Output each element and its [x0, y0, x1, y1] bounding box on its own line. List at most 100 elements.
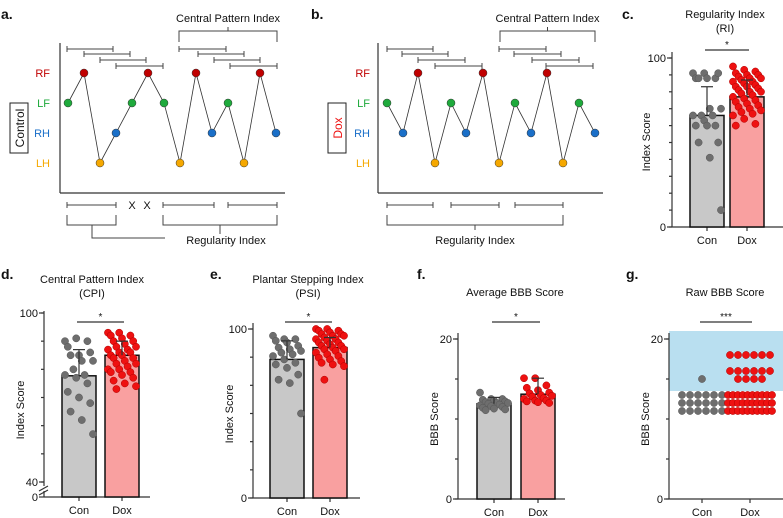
data-point-con: [285, 379, 294, 387]
footfall-lh: [175, 158, 185, 168]
data-point-con: [63, 342, 72, 351]
data-point-con: [708, 111, 717, 120]
bar-con: [476, 403, 512, 500]
data-point-con: [703, 121, 711, 130]
data-point-con: [694, 391, 702, 399]
data-point-dox: [320, 375, 329, 384]
ri-bracket: [386, 215, 564, 226]
step-sequence-line: [386, 72, 596, 164]
data-point-dox: [340, 331, 348, 340]
data-point-con: [689, 111, 697, 120]
panel-letter: a.: [1, 6, 13, 22]
data-point-dox: [734, 367, 742, 375]
data-point-dox: [545, 399, 554, 407]
data-point-con: [72, 373, 81, 382]
data-point-con: [297, 347, 305, 355]
y-axis-label: Index Score: [15, 381, 27, 440]
y-tick-label: 100: [648, 53, 666, 65]
data-point-con: [714, 138, 723, 147]
chart-title: Average BBB Score: [466, 287, 564, 299]
data-point-con: [698, 375, 706, 383]
footfall-lf: [159, 98, 169, 108]
footfall-lh: [239, 158, 249, 168]
data-point-con: [77, 416, 86, 424]
data-point-dox: [757, 74, 765, 83]
data-point-dox: [766, 351, 774, 359]
data-point-con: [702, 399, 710, 407]
data-point-con: [61, 371, 69, 379]
footfall-rf: [255, 68, 265, 78]
data-point-dox: [542, 381, 551, 390]
data-point-dox: [120, 379, 129, 388]
data-point-con: [271, 336, 280, 345]
significance-marker: *: [307, 312, 311, 323]
x-tick-label: Dox: [112, 505, 132, 517]
data-point-con: [288, 350, 297, 359]
y-tick-label: 0: [446, 494, 452, 506]
data-point-con: [694, 399, 702, 407]
data-point-dox: [758, 367, 766, 375]
y-tick-label: 20: [651, 334, 663, 346]
significance-marker: *: [99, 312, 103, 323]
cpi-bracket: [499, 27, 596, 42]
y-axis-label: Index Score: [641, 113, 653, 172]
x-tick-label: Con: [69, 505, 89, 517]
data-point-con: [280, 355, 289, 364]
footfall-rf: [542, 68, 552, 78]
data-point-dox: [106, 368, 115, 376]
data-point-con: [269, 352, 277, 360]
data-point-con: [277, 348, 286, 357]
y-axis-label: BBB Score: [429, 392, 441, 446]
data-point-con: [705, 104, 714, 113]
data-point-dox: [112, 385, 121, 393]
data-point-con: [476, 388, 484, 397]
cpi-label: Central Pattern Index: [176, 13, 280, 25]
data-point-dox: [750, 351, 758, 359]
data-point-dox: [768, 391, 776, 399]
limb-label-rf: RF: [35, 68, 50, 80]
data-point-con: [271, 360, 280, 369]
data-point-dox: [118, 371, 126, 379]
irregular-step-marker: X: [128, 200, 136, 212]
x-tick-label: Con: [692, 507, 712, 518]
data-point-con: [705, 153, 714, 162]
y-tick-label: 100: [20, 308, 38, 320]
data-point-dox: [750, 367, 758, 375]
data-point-con: [89, 430, 97, 438]
data-point-dox: [768, 407, 776, 415]
x-tick-label: Dox: [320, 506, 340, 518]
footfall-lh: [430, 158, 440, 168]
x-tick-label: Dox: [737, 235, 757, 247]
significance-marker: *: [514, 312, 518, 323]
footfall-rh: [526, 128, 536, 138]
data-point-con: [694, 407, 702, 415]
y-tick-label: 0: [657, 494, 663, 506]
limb-label-lh: LH: [356, 158, 370, 170]
data-point-dox: [751, 120, 760, 128]
panel-letter: c.: [622, 6, 634, 22]
chart-subtitle: (CPI): [79, 288, 105, 300]
data-point-dox: [328, 360, 337, 369]
data-point-dox: [340, 362, 348, 371]
data-point-dox: [340, 345, 348, 354]
significance-marker: *: [725, 40, 729, 51]
footfall-rf: [79, 68, 89, 78]
footfall-lh: [494, 158, 504, 168]
y-tick-label: 20: [440, 334, 452, 346]
ri-bracket: [66, 215, 117, 226]
data-point-con: [72, 334, 81, 343]
panel-letter: g.: [626, 266, 638, 282]
data-point-con: [686, 399, 694, 407]
ri-bracket: [162, 215, 278, 226]
data-point-dox: [734, 375, 742, 383]
panel-letter: b.: [311, 6, 323, 22]
group-label-box: [327, 102, 347, 154]
footfall-lf: [382, 98, 392, 108]
footfall-rf: [191, 68, 201, 78]
y-tick-label: 0: [660, 222, 666, 234]
data-point-con: [501, 405, 510, 414]
data-point-con: [717, 104, 725, 113]
cpi-bracket: [178, 27, 278, 42]
data-point-dox: [726, 351, 734, 359]
data-point-dox: [132, 342, 140, 351]
